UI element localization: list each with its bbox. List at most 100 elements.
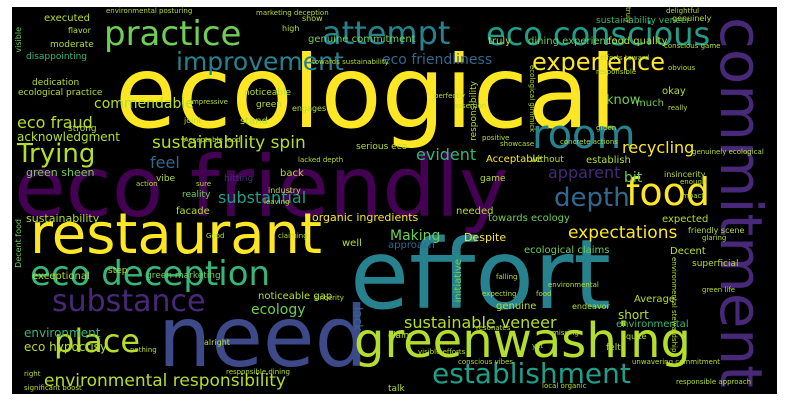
word-obvious: obvious <box>668 64 696 72</box>
word-green-marketing: green marketing <box>146 271 221 281</box>
word-decent: Decent <box>670 246 706 257</box>
word-depth: depth <box>554 183 630 213</box>
word-hitting: hitting <box>224 174 254 184</box>
word-room: room <box>532 112 636 158</box>
word-visible-efforts: visible efforts <box>418 348 466 356</box>
word-average: Average <box>634 294 676 305</box>
word-sincerity: sincerity <box>314 294 344 302</box>
word-falling: falling <box>496 273 518 281</box>
word-quite: quite <box>626 332 647 341</box>
word-despite: Despite <box>464 231 507 244</box>
word-without: without <box>530 155 564 165</box>
word-alright: alright <box>204 338 230 347</box>
word-marketing-deception: marketing deception <box>256 9 329 17</box>
word-towards-ecology: towards ecology <box>488 213 570 224</box>
word-claiming: claiming <box>278 232 308 240</box>
word-claim: claim <box>388 331 413 341</box>
word-making: Making <box>390 228 441 244</box>
word-effort: effort <box>350 219 612 331</box>
word-visible: visible <box>14 27 23 53</box>
word-green-small: green <box>596 124 617 132</box>
word-expecting: expecting <box>482 290 517 298</box>
word-acceptable-food: Acceptable food <box>184 136 241 144</box>
word-initiative: initiative <box>453 259 464 303</box>
word-engages: engages <box>292 104 327 113</box>
word-food-quality: food quality <box>608 36 668 47</box>
word-ecological-claims: ecological claims <box>524 245 610 256</box>
word-nothing: nothing <box>130 346 157 354</box>
word-right: right <box>24 370 41 378</box>
word-genuinely: genuinely <box>672 14 712 23</box>
word-sustainability: sustainability <box>26 212 100 225</box>
word-reality: reality <box>182 190 211 200</box>
word-sustainable-veneer: sustainable veneer <box>404 313 557 332</box>
word-much: much <box>636 98 664 109</box>
word-decent-food: Decent food <box>14 219 23 268</box>
word-truly-small: truly <box>624 7 632 24</box>
word-food: food <box>626 170 710 214</box>
word-okay: okay <box>662 86 686 97</box>
word-unwavering-commitment: unwavering commitment <box>632 358 721 366</box>
word-responsibility: responsibility <box>469 81 479 141</box>
word-establishment: establishment <box>432 357 631 390</box>
word-trying: Trying <box>17 139 96 169</box>
word-green: green <box>256 100 282 110</box>
word-action: action <box>136 180 158 188</box>
word-environmental-posturing: environmental posturing <box>106 7 193 15</box>
word-stand: stand <box>240 116 268 127</box>
word-vibe: vibe <box>156 174 176 184</box>
word-improvement: improvement <box>176 47 344 76</box>
word-establish: establish <box>586 155 631 166</box>
word-responsible: responsible <box>596 68 637 76</box>
word-know: know <box>606 93 641 108</box>
word-impact: impact <box>680 192 705 200</box>
word-back: back <box>280 168 304 179</box>
word-commendable: commendable <box>94 96 194 112</box>
word-responsible-approach: responsible approach <box>676 378 752 386</box>
word-well: well <box>342 238 362 249</box>
word-environmental: environmental <box>616 319 689 330</box>
word-conscious-vibes: conscious vibes <box>458 358 514 366</box>
word-significant-boost: significant boost <box>24 384 82 392</box>
word-environmental-small: environmental <box>548 281 599 289</box>
word-organic-ingredients: organic ingredients <box>312 211 419 224</box>
word-environment: environment <box>24 326 101 340</box>
word-ecology: ecology <box>251 302 306 318</box>
word-industry: industry <box>268 186 301 195</box>
word-felt: felt <box>606 343 621 353</box>
word-eco-hypocrisy: eco hypocrisy <box>24 340 108 354</box>
word-feel: feel <box>150 153 180 172</box>
word-environmental-stewardship: environmental stewardship <box>670 257 678 353</box>
word-green-sheen: green sheen <box>26 166 95 179</box>
word-glaring: glaring <box>702 234 727 242</box>
word-endeavor: endeavor <box>572 302 610 311</box>
word-dining-experience: dining experience <box>528 36 618 47</box>
word-food-small: food <box>536 290 552 298</box>
word-eco-conscious: eco conscious <box>486 15 711 53</box>
word-yet: yet <box>532 342 544 350</box>
word-serious-eco: serious eco <box>356 142 408 152</box>
word-practice: practice <box>104 14 242 54</box>
word-efforts-toward: efforts toward <box>600 54 650 62</box>
word-approach: approach <box>388 240 435 251</box>
word-executed: executed <box>44 13 90 24</box>
word-expectations: expectations <box>568 223 678 243</box>
word-dedication: dedication <box>32 78 80 88</box>
word-recycling: recycling <box>622 138 695 157</box>
word-moderate: moderate <box>50 40 94 50</box>
word-acceptable: Acceptable <box>486 154 542 165</box>
word-conscious-game: conscious game <box>664 42 721 50</box>
word-impressive: impressive <box>190 98 228 106</box>
word-insincerity: insincerity <box>664 170 706 179</box>
word-place: place <box>54 322 141 360</box>
word-greenwashing: greenwashing <box>354 313 691 369</box>
word-good: Good <box>206 232 225 240</box>
word-exceptional: exceptional <box>32 271 90 282</box>
word-disappointing: disappointing <box>26 52 88 62</box>
word-local-organic: local organic <box>542 382 587 390</box>
word-eco-fraud: eco fraud <box>17 113 93 132</box>
word-friendly-scene: friendly scene <box>688 226 745 235</box>
word-showcase: showcase <box>500 140 535 148</box>
word-towards-sustainability: towards sustainability <box>312 58 389 66</box>
word-acknowledgment: acknowledgment <box>17 130 120 144</box>
